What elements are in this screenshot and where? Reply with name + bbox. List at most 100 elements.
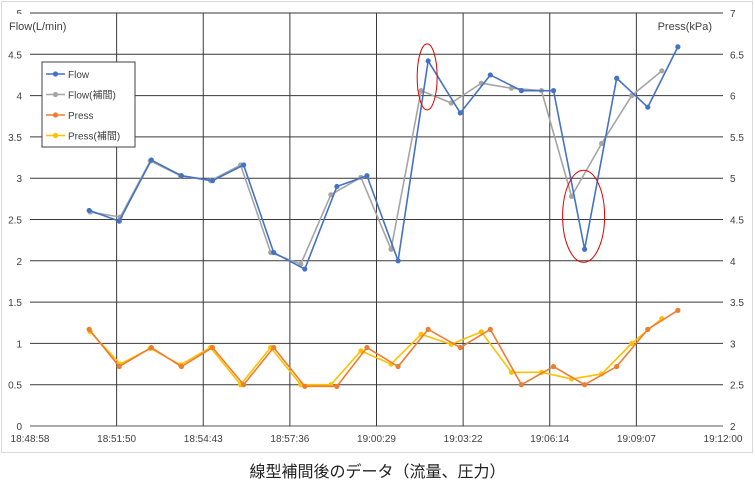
right-axis-tick-label: 3.5: [730, 298, 744, 309]
left-axis-tick-label: 3: [16, 174, 22, 185]
data-point: [334, 383, 340, 389]
x-axis-ticks: 18:48:58 18:51:50 18:54:43 18:57:36 19:00:29…: [11, 434, 743, 445]
right-axis-title-bg: [650, 14, 720, 34]
right-axis-tick-label: 5.5: [730, 133, 744, 144]
data-point: [364, 344, 370, 351]
legend-swatch-marker: [52, 112, 59, 118]
data-point: [116, 218, 122, 224]
x-axis-tick-label: 19:03:22: [444, 434, 483, 445]
data-point: [178, 173, 185, 179]
series-flow-interp: [87, 68, 665, 267]
left-axis-title: Flow(L/min): [9, 21, 66, 33]
data-point: [487, 72, 493, 78]
left-axis-tick-label: 2: [16, 257, 22, 268]
data-point: [86, 207, 92, 214]
legend: Flow Flow(補間) Press Press(補間): [41, 61, 136, 148]
data-point: [518, 88, 525, 94]
data-point: [659, 68, 665, 74]
data-point: [395, 258, 401, 264]
x-axis-tick-label: 19:09:07: [617, 434, 656, 445]
data-point: [457, 110, 463, 116]
x-axis-tick-label: 19:12:00: [704, 434, 743, 445]
data-point: [241, 382, 247, 388]
right-axis-tick-label: 2.5: [730, 381, 744, 392]
legend-label: Flow: [68, 70, 90, 81]
data-point: [614, 363, 620, 370]
data-point: [599, 140, 605, 147]
series-line: [89, 318, 663, 386]
right-axis-tick-label: 5: [730, 174, 736, 185]
right-axis-title: Press(kPa): [658, 21, 712, 33]
data-point: [271, 344, 277, 351]
legend-box: [41, 61, 136, 148]
right-axis-tick-label: 6.5: [730, 50, 744, 61]
data-point: [148, 157, 154, 163]
data-point: [487, 326, 493, 332]
data-point: [645, 326, 651, 332]
left-axis-tick-label: 0: [16, 422, 22, 433]
right-axis-tick-label: 6: [730, 92, 736, 103]
data-point: [614, 75, 620, 81]
data-point: [358, 348, 364, 354]
legend-label: Press: [68, 111, 94, 122]
series-line: [88, 46, 679, 271]
data-point: [629, 340, 635, 346]
data-point: [241, 162, 247, 168]
data-point: [550, 363, 557, 370]
data-point: [425, 326, 431, 332]
annotations: [416, 43, 606, 263]
data-point: [86, 326, 92, 332]
chart-area: [1, 1, 753, 453]
data-point: [395, 363, 401, 370]
x-axis-tick-label: 18:54:43: [184, 434, 223, 445]
left-axis-tick-label: 4: [16, 92, 22, 103]
data-point: [582, 246, 588, 252]
left-axis-tick-label: 2.5: [8, 216, 22, 227]
data-point: [209, 344, 216, 351]
legend-label: Flow(補間): [68, 89, 116, 102]
series-line: [90, 70, 663, 266]
annotation-ellipse: [416, 43, 438, 111]
left-axis-tick-label: 0.5: [8, 381, 22, 392]
data-point: [302, 266, 308, 272]
data-point: [508, 369, 514, 375]
data-point: [364, 173, 370, 179]
legend-swatch-marker: [52, 71, 59, 77]
data-point: [418, 88, 424, 94]
x-axis-tick-label: 18:48:58: [11, 434, 50, 445]
data-point: [518, 382, 525, 388]
data-point: [582, 382, 588, 388]
left-axis-tick-label: 1: [16, 339, 22, 350]
x-axis-tick-label: 18:51:50: [97, 434, 136, 445]
data-point: [328, 192, 334, 198]
data-point: [271, 249, 277, 256]
x-axis-tick-label: 18:57:36: [270, 434, 309, 445]
left-axis-tick-label: 3.5: [8, 133, 22, 144]
data-point: [388, 246, 394, 252]
data-point: [116, 363, 122, 370]
legend-swatch-marker: [52, 132, 59, 139]
data-point: [209, 178, 216, 184]
series-flow: [86, 44, 681, 272]
x-axis-tick-label: 19:00:29: [357, 434, 396, 445]
series-press-interp: [87, 316, 665, 388]
x-axis-tick-label: 19:06:14: [530, 434, 569, 445]
data-point: [302, 383, 308, 389]
data-point: [675, 307, 681, 313]
chart-caption: 線型補間後のデータ（流量、圧力）: [249, 462, 506, 481]
data-point: [568, 193, 575, 199]
left-axis-tick-label: 4.5: [8, 50, 22, 61]
right-axis-tick-label: 7: [730, 9, 736, 20]
right-axis-ticks: 2 2.5 3 3.5 4 4.5 5 5.5 6 6.5 7: [730, 9, 744, 433]
left-axis-tick-label: 1.5: [8, 298, 22, 309]
series-line: [88, 309, 679, 388]
series-press: [86, 307, 681, 389]
annotation-ellipse: [562, 169, 606, 263]
data-point: [645, 104, 651, 110]
data-point: [178, 363, 185, 370]
data-point: [457, 344, 463, 351]
legend-label: Press(補間): [68, 130, 120, 143]
data-point: [148, 344, 154, 351]
data-point: [550, 88, 557, 94]
